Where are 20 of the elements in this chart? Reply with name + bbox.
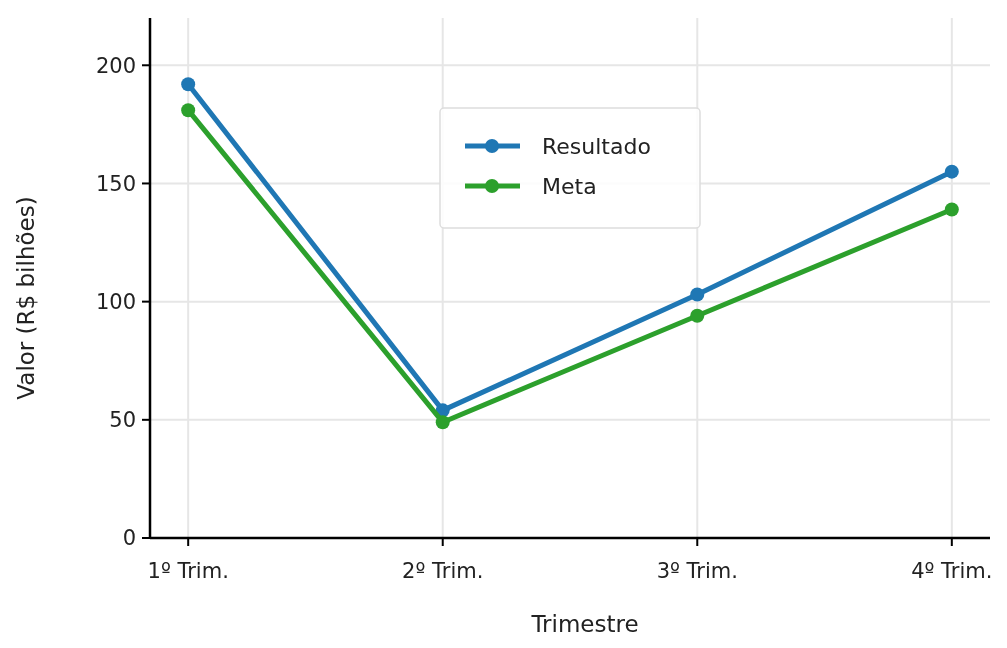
x-tick-label: 4º Trim.	[911, 559, 993, 583]
legend-label: Resultado	[542, 133, 651, 159]
point	[944, 202, 959, 217]
point	[435, 415, 450, 430]
x-tick-label: 1º Trim.	[147, 559, 229, 583]
y-tick-label: 0	[122, 526, 136, 551]
y-tick-label: 200	[95, 53, 136, 78]
point	[181, 77, 196, 92]
y-tick-label: 150	[95, 171, 136, 196]
y-tick-label: 50	[109, 408, 136, 433]
y-tick-label: 100	[95, 289, 136, 314]
point	[690, 308, 705, 323]
point	[944, 164, 959, 179]
point	[181, 103, 196, 118]
legend-label: Meta	[542, 173, 597, 199]
x-tick-label: 3º Trim.	[656, 559, 738, 583]
x-axis-title: Trimestre	[530, 611, 639, 637]
y-axis-title: Valor (R$ bilhões)	[13, 196, 39, 400]
x-tick-label: 2º Trim.	[402, 559, 484, 583]
point	[690, 287, 705, 302]
